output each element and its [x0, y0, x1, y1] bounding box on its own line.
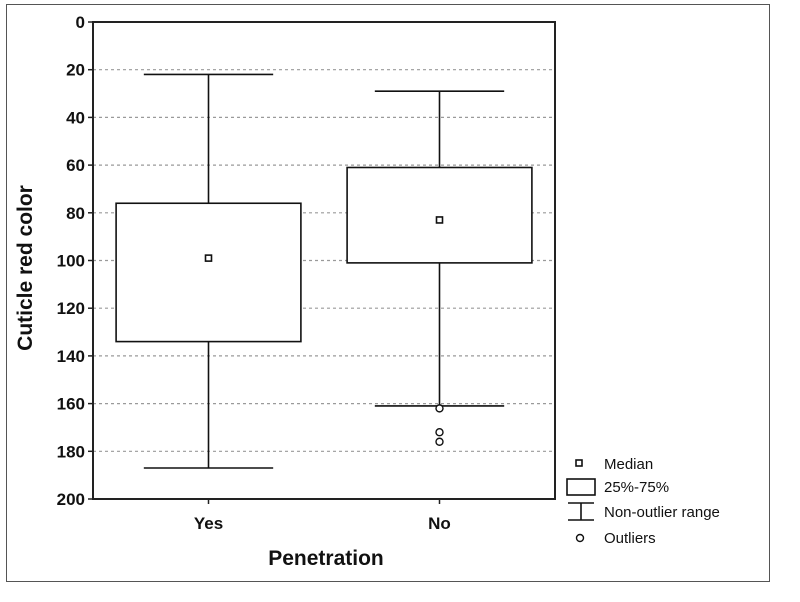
box-yes [115, 73, 302, 469]
chart-frame [6, 4, 770, 582]
outlier-point [435, 437, 444, 446]
y-tick-label: 180 [57, 442, 85, 461]
legend-whisker-label: Non-outlier range [604, 504, 720, 521]
y-axis-label: Cuticle red color [14, 185, 37, 351]
boxes [115, 73, 533, 469]
median-marker [204, 254, 213, 262]
iqr-box [115, 202, 302, 343]
y-axis-ticks: 0 20 40 60 80 100 120 140 160 180 200 [57, 13, 93, 509]
y-tick-label: 20 [66, 61, 85, 80]
y-tick-label: 80 [66, 204, 85, 223]
y-tick-label: 40 [66, 108, 85, 127]
outlier-point [435, 428, 444, 437]
legend: Median 25%-75% Non-outlier range Outlier… [566, 456, 720, 547]
legend-outlier-label: Outliers [604, 530, 656, 547]
legend-median-symbol [575, 459, 583, 467]
y-tick-label: 100 [57, 252, 85, 271]
legend-whisker-symbol [568, 502, 594, 521]
legend-box-label: 25%-75% [604, 479, 669, 496]
x-tick-label: Yes [194, 514, 223, 533]
box-no [346, 90, 533, 446]
median-marker [435, 216, 444, 224]
x-tick-label: No [428, 514, 451, 533]
iqr-box [346, 166, 533, 264]
legend-median-label: Median [604, 456, 653, 473]
y-tick-label: 60 [66, 156, 85, 175]
x-axis-label: Penetration [268, 547, 384, 570]
x-axis-ticks: Yes No [194, 499, 451, 533]
legend-box-symbol [566, 478, 596, 496]
y-tick-label: 0 [76, 13, 85, 32]
legend-outlier-symbol [575, 533, 585, 543]
outlier-point [435, 404, 444, 413]
y-tick-label: 160 [57, 395, 85, 414]
y-tick-label: 140 [57, 347, 85, 366]
y-tick-label: 120 [57, 299, 85, 318]
y-tick-label: 200 [57, 490, 85, 509]
